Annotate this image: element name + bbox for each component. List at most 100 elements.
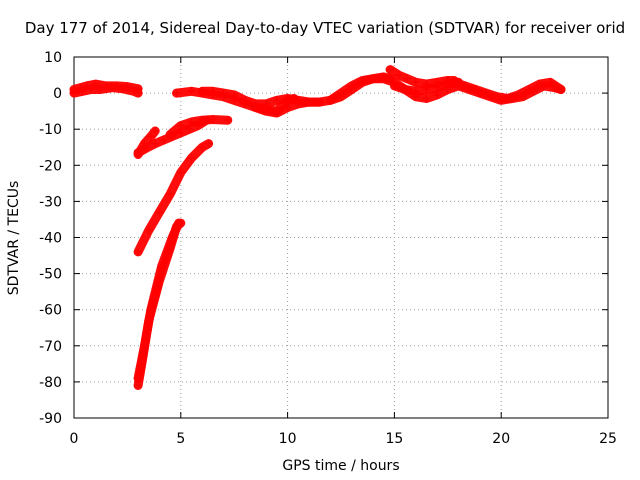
- series-trace: [133, 218, 184, 383]
- y-axis-label: SDTVAR / TECUs: [6, 181, 22, 296]
- data-point: [492, 92, 501, 101]
- data-point: [386, 65, 395, 74]
- data-point: [394, 71, 403, 80]
- plot-area: [69, 65, 566, 390]
- data-point: [460, 81, 469, 90]
- data-point: [134, 381, 143, 390]
- data-point: [422, 85, 431, 94]
- data-point: [140, 341, 149, 350]
- data-point: [390, 81, 399, 90]
- grid: [74, 57, 608, 418]
- data-point: [347, 81, 356, 90]
- data-point: [230, 90, 239, 99]
- data-point: [422, 94, 431, 103]
- data-point: [546, 78, 555, 87]
- data-point: [140, 139, 149, 148]
- y-tick-label: -10: [39, 122, 62, 138]
- data-point: [176, 121, 185, 130]
- data-point: [198, 87, 207, 96]
- chart-title: Day 177 of 2014, Sidereal Day-to-day VTE…: [25, 19, 625, 37]
- data-point: [304, 98, 313, 107]
- data-point: [450, 78, 459, 87]
- data-point: [482, 89, 491, 98]
- data-point: [134, 247, 143, 256]
- data-point: [401, 85, 410, 94]
- data-point: [176, 168, 185, 177]
- data-point: [557, 85, 566, 94]
- data-point: [108, 83, 117, 92]
- data-point: [166, 190, 175, 199]
- x-tick-label: 0: [70, 431, 79, 447]
- data-point: [198, 116, 207, 125]
- data-point: [70, 89, 78, 98]
- data-point: [198, 143, 207, 152]
- x-tick-label: 5: [176, 431, 185, 447]
- series-trace: [69, 83, 143, 98]
- y-tick-label: -30: [39, 194, 62, 210]
- y-tick-label: 0: [53, 86, 62, 102]
- data-point: [174, 219, 183, 228]
- y-tick-label: -80: [39, 375, 62, 391]
- data-point: [155, 208, 164, 217]
- data-point: [290, 94, 299, 103]
- data-point: [369, 74, 378, 83]
- data-point: [503, 94, 512, 103]
- series-6: [133, 139, 214, 257]
- x-tick-label: 20: [492, 431, 510, 447]
- data-point: [272, 107, 281, 116]
- data-point: [151, 139, 160, 148]
- series-12: [325, 72, 395, 105]
- data-point: [524, 85, 533, 94]
- series-4: [133, 126, 160, 159]
- axis-ticks: [73, 56, 609, 419]
- data-point: [146, 305, 155, 314]
- data-point: [411, 87, 420, 96]
- data-point: [208, 87, 217, 96]
- data-point: [95, 85, 104, 94]
- data-point: [223, 116, 232, 125]
- x-axis-label: GPS time / hours: [282, 458, 399, 474]
- series-5: [165, 115, 233, 140]
- data-point: [471, 85, 480, 94]
- series-trace: [133, 139, 214, 257]
- data-point: [146, 132, 155, 141]
- data-point: [337, 89, 345, 98]
- data-point: [251, 103, 260, 112]
- y-tick-label: -60: [39, 303, 62, 319]
- data-point: [433, 83, 442, 92]
- data-point: [78, 87, 87, 96]
- data-point: [151, 127, 160, 136]
- data-point: [159, 136, 168, 145]
- y-tick-label: -50: [39, 267, 62, 283]
- data-point: [166, 130, 175, 139]
- data-point: [157, 262, 166, 271]
- data-point: [168, 233, 177, 242]
- data-point: [134, 374, 143, 383]
- data-point: [514, 90, 523, 99]
- y-tick-label: -70: [39, 339, 62, 355]
- data-point: [187, 87, 196, 96]
- data-point: [272, 96, 281, 105]
- data-point: [403, 74, 412, 83]
- x-tick-labels: 0 5 10 15 20 25: [70, 431, 617, 447]
- data-point: [386, 74, 395, 83]
- series-11: [251, 94, 299, 116]
- data-point: [87, 85, 96, 94]
- y-tick-labels: 10 0 -10 -20 -30 -40 -50 -60 -70 -80 -90: [39, 50, 62, 427]
- y-tick-label: -20: [39, 158, 62, 174]
- data-point: [134, 89, 143, 98]
- data-point: [219, 89, 228, 98]
- data-point: [129, 87, 138, 96]
- data-point: [315, 98, 324, 107]
- series-trace: [133, 126, 160, 159]
- series-8: [133, 218, 184, 383]
- data-point: [358, 76, 367, 85]
- data-point: [283, 96, 292, 105]
- data-point: [326, 96, 335, 105]
- series-15: [449, 77, 566, 103]
- data-point: [262, 105, 271, 114]
- data-point: [411, 78, 420, 87]
- y-tick-label: 10: [44, 50, 62, 66]
- data-point: [240, 96, 249, 105]
